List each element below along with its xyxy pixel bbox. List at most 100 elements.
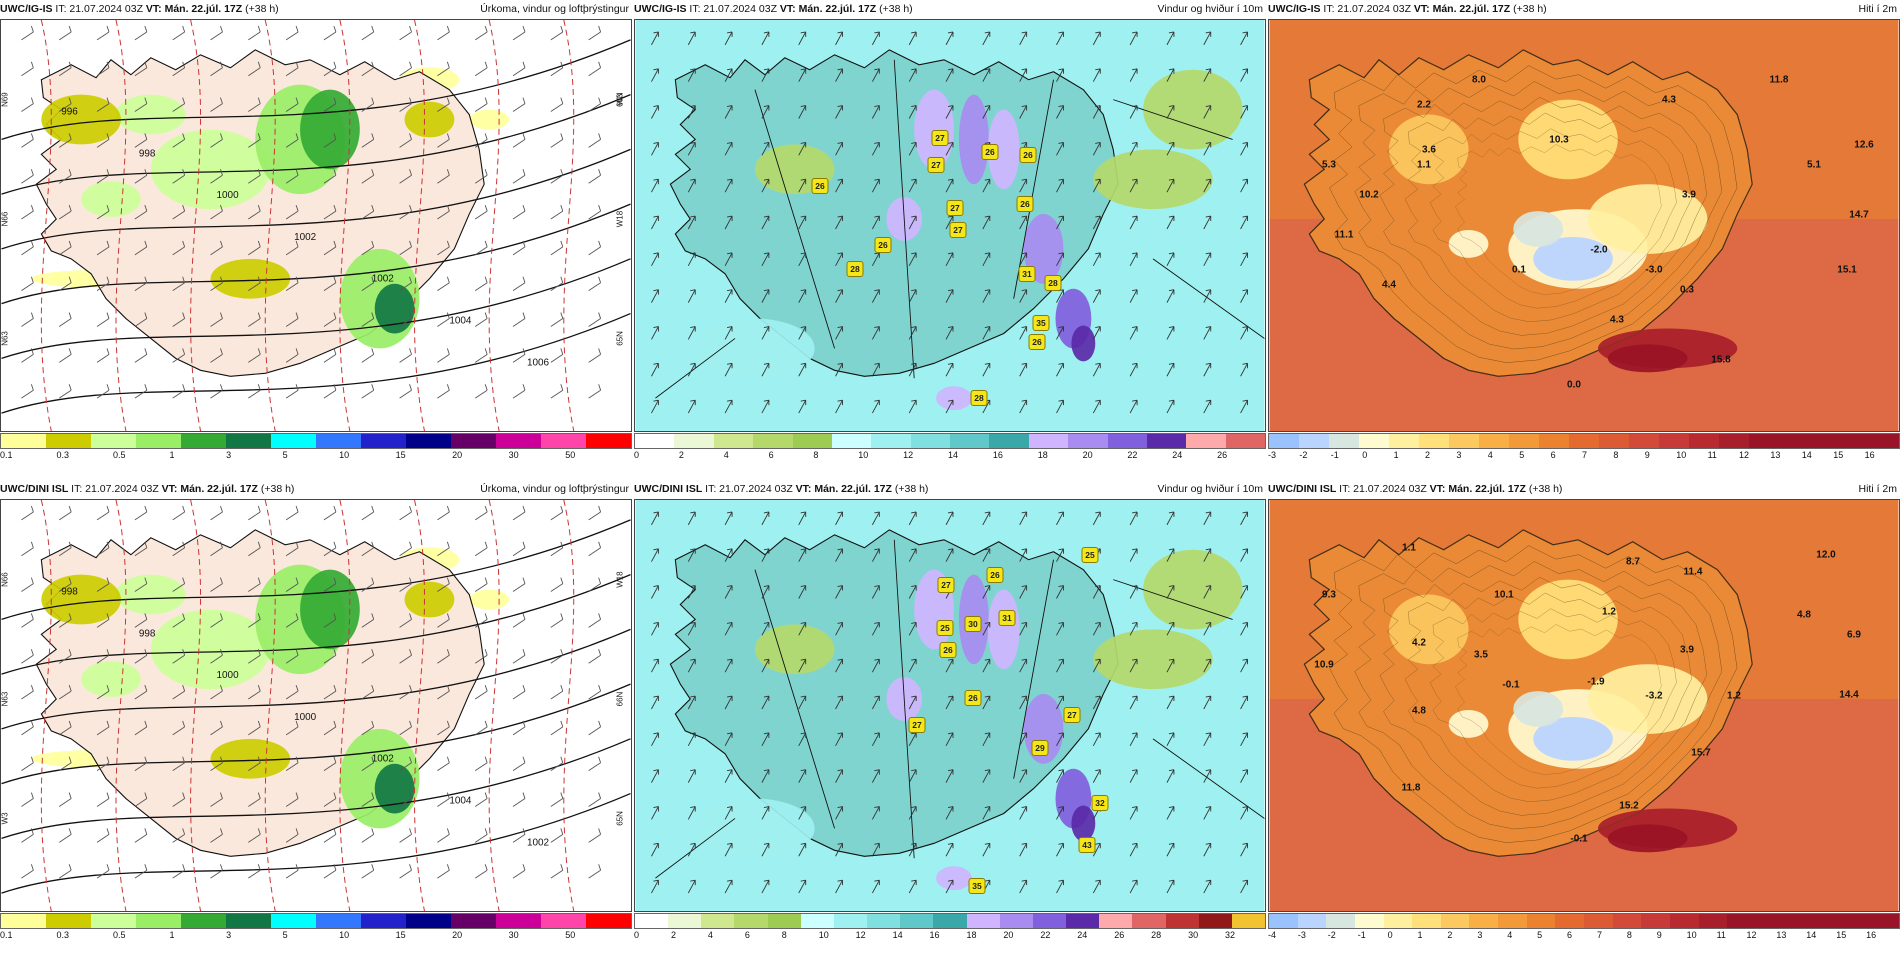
wind-barb <box>399 864 412 879</box>
wind-arrow <box>724 695 733 710</box>
colorbar-ticks: 0.1 0.3 0.5 1 3 5 10 15 20 30 50 <box>0 930 632 942</box>
isobar-label: 998 <box>139 148 156 159</box>
wind-barb <box>96 505 110 521</box>
wind-barb <box>285 348 299 363</box>
wind-barb <box>21 169 34 184</box>
isotherm-line <box>1404 112 1692 322</box>
colorbar-swatch <box>1689 434 1719 448</box>
wind-arrow <box>982 105 991 119</box>
wind-arrow <box>1056 105 1064 119</box>
wind-arrow <box>908 31 917 46</box>
map-view[interactable]: 8.0 11.8 2.2 4.3 10.3 12.6 3.6 5.3 1.1 5.1 10.2 3.9… <box>1268 19 1900 432</box>
wind-barb <box>172 348 186 363</box>
gust-value-label: 28 <box>1044 275 1062 291</box>
wind-arrow <box>1092 732 1101 747</box>
wind-arrow <box>651 326 659 340</box>
wind-barb <box>134 792 148 807</box>
colorbar-tick-label: 3 <box>226 450 232 460</box>
wind-arrow <box>835 289 843 303</box>
wind-barb <box>399 97 412 112</box>
graticule-label: W3 <box>616 93 625 106</box>
colorbar-tick-label: 8 <box>1626 930 1632 940</box>
wind-arrow <box>871 289 880 303</box>
wind-barb <box>512 312 526 327</box>
wind-barb <box>248 348 261 363</box>
map-view[interactable]: 996 998 1000 1002 1002 1004 1006 N69 N66 N63 W3 W18… <box>0 19 632 432</box>
wind-arrow <box>945 68 954 82</box>
wind-arrow <box>1092 68 1101 82</box>
wind-barb <box>512 684 526 700</box>
wind-barb <box>210 756 223 772</box>
wind-barb <box>96 204 110 220</box>
colorbar-tick-label: 22 <box>1040 930 1051 940</box>
colorbar-tick-label: 16 <box>1866 930 1877 940</box>
colorbar-tick-label: -3 <box>1268 450 1277 460</box>
colorbar-tick-label: 0 <box>634 930 640 940</box>
wind-arrow <box>1203 105 1212 119</box>
colorbar-tick-label: 12 <box>903 450 914 460</box>
wind-barb <box>323 25 337 41</box>
wind-barb <box>96 613 110 628</box>
wind-barb <box>550 204 564 220</box>
wind-arrow <box>1129 695 1138 710</box>
wind-arrow <box>724 732 733 747</box>
colorbar-swatch <box>1641 914 1670 928</box>
colorbar <box>634 433 1266 449</box>
isobar-label: 1000 <box>216 670 239 681</box>
panel-header: UWC/IG-IS IT: 21.07.2024 03Z VT: Mán. 22… <box>1268 0 1900 18</box>
map-view[interactable]: 998 998 1000 1000 1002 1004 1002 N66 N63 W3 W18 66N… <box>0 499 632 912</box>
wind-barb <box>588 649 602 664</box>
colorbar-ticks: 0 2 4 6 8 10 12 14 16 18 20 22 24 26 <box>634 450 1266 462</box>
field-shading <box>1143 69 1243 150</box>
panel-ig-temp: UWC/IG-IS IT: 21.07.2024 03Z VT: Mán. 22… <box>1268 0 1900 480</box>
colorbar-tick-label: 15 <box>1836 930 1847 940</box>
wind-arrow <box>1203 732 1212 747</box>
colorbar-swatch <box>1749 434 1779 448</box>
colorbar <box>0 913 632 929</box>
colorbar-swatch <box>451 434 496 448</box>
wind-barb <box>59 792 72 807</box>
wind-arrow <box>1129 806 1138 820</box>
map-view[interactable]: 27 26 27 26 27 26 26 27 26 28 28 31 35 26 28 <box>634 19 1266 432</box>
colorbar-swatch <box>1599 434 1629 448</box>
model-name: UWC/IG-IS <box>1268 3 1321 15</box>
wind-barb <box>399 649 412 664</box>
wind-arrow <box>835 769 843 783</box>
wind-barb <box>399 720 412 736</box>
colorbar-swatch <box>1028 434 1069 448</box>
wind-arrow <box>1166 879 1175 894</box>
map-view[interactable]: 25 27 26 25 30 31 26 26 27 27 29 32 43 35 <box>634 499 1266 912</box>
field-shading <box>404 101 455 138</box>
wind-barb <box>285 828 299 843</box>
colorbar-tick-label: 8 <box>813 450 819 460</box>
field-shading <box>404 581 455 618</box>
colorbar-tick-label: 20 <box>452 450 463 460</box>
colorbar-swatch <box>1099 914 1133 928</box>
graticule-label: W3 <box>1 812 10 825</box>
isobar-line <box>1 94 631 195</box>
gust-value-label: 26 <box>986 567 1004 583</box>
colorbar-tick-label: 30 <box>508 450 519 460</box>
wind-arrow <box>835 842 843 857</box>
panel-header: UWC/IG-IS IT: 21.07.2024 03Z VT: Mán. 22… <box>634 0 1266 18</box>
wind-barb <box>210 312 223 327</box>
wind-arrow <box>1092 621 1101 636</box>
panel-title: Hiti í 2m <box>1858 3 1897 15</box>
wind-barb <box>134 204 148 220</box>
valid-time: VT: Mán. 22.júl. 17Z <box>1413 3 1511 15</box>
map-view[interactable]: 1.1 12.0 8.7 11.4 9.3 10.1 4.8 1.2 6.9 4.2 3.5 3.9 1… <box>1268 499 1900 912</box>
wind-barb <box>399 828 412 843</box>
wind-arrow <box>982 769 991 783</box>
wind-barb <box>21 577 34 592</box>
field-shading <box>754 624 835 675</box>
wind-arrow <box>1166 511 1175 526</box>
colorbar-swatch <box>496 914 541 928</box>
wind-barb <box>210 25 223 41</box>
wind-barb <box>134 384 148 399</box>
wind-barb <box>361 384 375 399</box>
wind-arrow <box>1056 362 1064 377</box>
wind-arrow <box>1129 68 1138 82</box>
wind-arrow <box>835 141 843 156</box>
field-shading <box>300 89 360 170</box>
wind-barb <box>323 577 337 592</box>
